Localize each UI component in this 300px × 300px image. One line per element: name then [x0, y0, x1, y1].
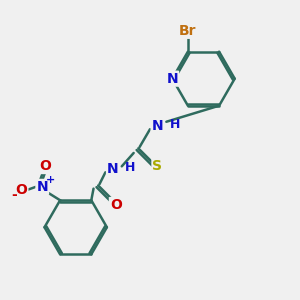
Text: S: S — [152, 159, 162, 173]
Text: N: N — [167, 72, 178, 86]
Text: -: - — [11, 188, 17, 202]
Text: N: N — [36, 180, 48, 194]
Text: N: N — [152, 119, 163, 133]
Text: +: + — [46, 175, 55, 185]
Text: N: N — [107, 162, 119, 176]
Text: Br: Br — [179, 24, 196, 38]
Text: O: O — [110, 198, 122, 212]
Text: H: H — [125, 161, 136, 174]
Text: O: O — [39, 159, 51, 173]
Text: H: H — [170, 118, 180, 131]
Text: O: O — [16, 183, 27, 197]
